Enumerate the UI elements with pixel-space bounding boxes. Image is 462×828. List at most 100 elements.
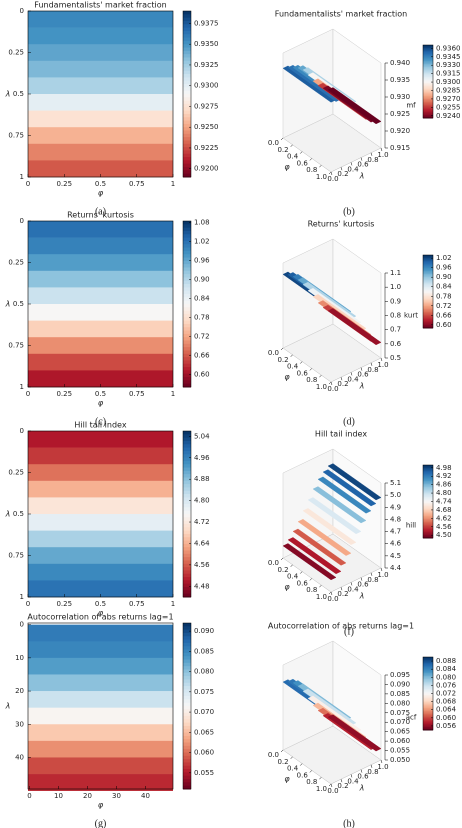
heatmap-row [28, 110, 173, 128]
heatmap-row [28, 707, 173, 725]
heatmap-row [28, 304, 173, 321]
x-tick-label: 0 [26, 600, 30, 608]
heatmap-row [28, 624, 173, 642]
colorbar-tick-label: 4.86 [436, 481, 452, 489]
colorbar-segment [183, 517, 191, 522]
surface-strip [327, 87, 382, 125]
y-tick-label: 0.2 [337, 170, 348, 178]
caption: (b) [343, 206, 355, 217]
colorbar-tick-label: 0.075 [194, 688, 214, 696]
z-tick-label: 0.9 [390, 297, 401, 305]
colorbar-segment [183, 755, 191, 760]
colorbar-segment [423, 670, 433, 673]
z-tick-label: 0.075 [390, 709, 410, 717]
y-tick [370, 764, 373, 768]
colorbar-segment [183, 97, 191, 102]
colorbar-segment [423, 106, 433, 109]
colorbar-tick-label: 0.78 [194, 313, 210, 321]
colorbar-segment [423, 483, 433, 486]
colorbar-segment [183, 333, 191, 338]
panel-title: Autocorrelation of abs returns lag=1 [268, 622, 414, 631]
colorbar-segment [183, 752, 191, 757]
z-axis-label: acf [406, 714, 417, 722]
x-tick [280, 557, 284, 561]
x-tick-label: 0.5 [95, 390, 106, 398]
y-axis-label: λ [5, 510, 11, 519]
colorbar-segment [423, 294, 433, 297]
colorbar-segment [183, 353, 191, 358]
colorbar-segment [423, 295, 433, 298]
colorbar-segment [183, 94, 191, 98]
colorbar-segment [423, 671, 433, 674]
x-tick-label: 10 [54, 792, 63, 800]
x-tick-label: 0.0 [268, 751, 279, 759]
colorbar-tick-label: 5.04 [194, 432, 210, 440]
heatmap-row [28, 740, 173, 758]
heatmap-row [28, 480, 173, 498]
colorbar-segment [423, 59, 433, 62]
colorbar-segment [423, 705, 433, 708]
colorbar-tick-label: 0.9275 [194, 102, 219, 110]
colorbar-tick-label: 0.84 [436, 283, 452, 291]
colorbar-segment [423, 272, 433, 275]
y-tick-label: 0.6 [357, 161, 369, 169]
caption: (f) [344, 626, 354, 637]
colorbar-segment [423, 665, 433, 668]
colorbar-segment [423, 279, 433, 282]
colorbar-segment [183, 557, 191, 561]
colorbar-segment [423, 82, 433, 85]
z-tick-label: 5.0 [390, 491, 401, 499]
colorbar-segment [183, 543, 191, 548]
y-tick [330, 381, 333, 386]
y-tick [370, 572, 373, 576]
colorbar-segment [183, 27, 191, 32]
colorbar-tick-label: 1.02 [194, 238, 210, 246]
colorbar-tick-label: 4.80 [194, 497, 210, 505]
colorbar-segment [183, 623, 191, 627]
colorbar-segment [183, 54, 191, 58]
colorbar-segment [423, 700, 433, 703]
colorbar-segment [423, 326, 433, 329]
colorbar-segment [423, 63, 433, 66]
colorbar-segment [423, 255, 433, 257]
colorbar-segment [423, 46, 433, 49]
colorbar-segment [423, 728, 433, 731]
colorbar-segment [423, 472, 433, 475]
surface-strip [327, 308, 382, 346]
x-tick [309, 770, 312, 773]
colorbar-tick-label: 0.72 [436, 302, 452, 310]
colorbar-tick-label: 0.060 [436, 714, 456, 722]
colorbar-tick-label: 4.56 [194, 561, 210, 569]
colorbar-segment [183, 254, 191, 259]
colorbar-segment [423, 489, 433, 492]
x-tick [280, 137, 284, 141]
colorbar-segment [183, 437, 191, 442]
x-tick [328, 171, 332, 175]
y-tick-label: 0.0 [327, 595, 338, 603]
colorbar-segment [183, 337, 191, 342]
colorbar-segment [423, 727, 433, 730]
colorbar-segment [423, 686, 433, 689]
colorbar-segment [183, 370, 191, 375]
y-tick-label: 0.4 [347, 165, 359, 173]
colorbar-segment [423, 659, 433, 662]
x-tick-label: 0.0 [268, 349, 279, 357]
colorbar-segment [423, 49, 433, 52]
x-tick-label: 20 [83, 792, 92, 800]
x-tick-label: 1.0 [316, 593, 327, 601]
colorbar-tick-label: 0.9375 [194, 19, 219, 27]
colorbar-segment [183, 706, 191, 710]
x-tick-label: 1 [171, 390, 175, 398]
colorbar-segment [183, 274, 191, 278]
y-tick-label: 0.25 [8, 259, 24, 267]
colorbar-tick-label: 0.9345 [436, 53, 461, 61]
colorbar-segment [183, 497, 191, 502]
y-tick [350, 582, 353, 586]
colorbar-segment [423, 116, 433, 119]
colorbar-segment [183, 669, 191, 674]
colorbar-segment [423, 536, 433, 539]
colorbar-segment [423, 288, 433, 291]
colorbar-segment [423, 697, 433, 700]
colorbar-segment [183, 230, 191, 235]
colorbar-segment [423, 511, 433, 514]
